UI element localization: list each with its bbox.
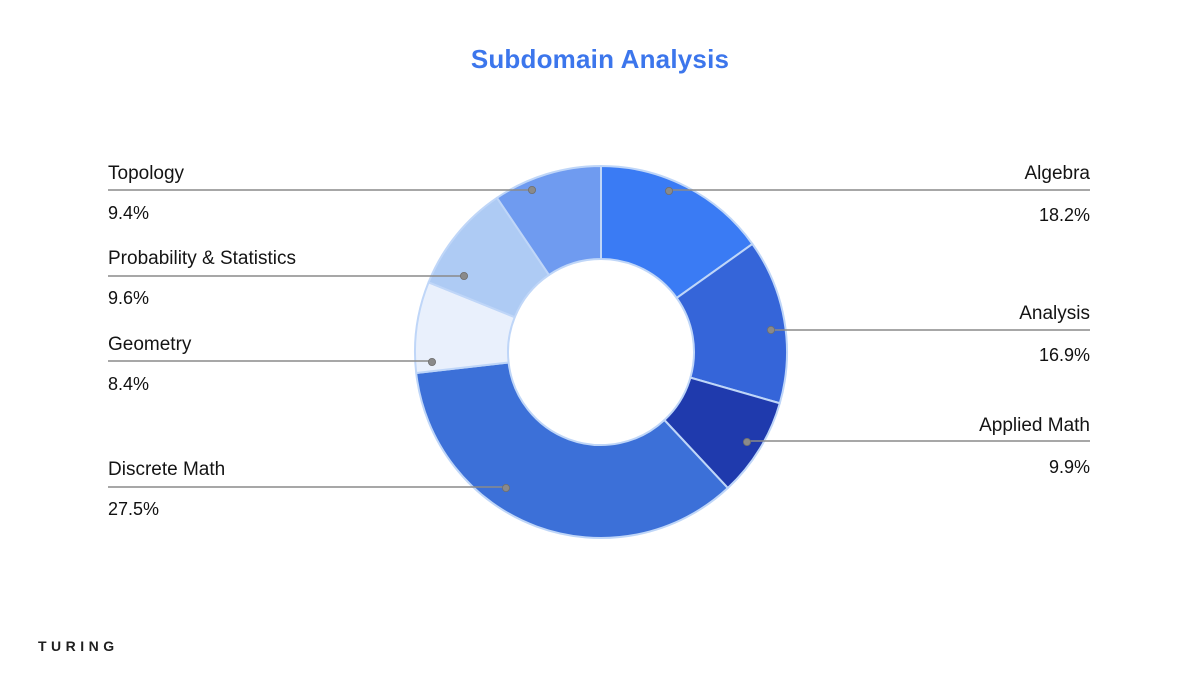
callout-analysis: Analysis 16.9% xyxy=(790,302,1090,367)
leader-dot xyxy=(501,483,510,492)
slice-label-probability-statistics: Probability & Statistics xyxy=(108,248,296,269)
slice-percent-algebra: 18.2% xyxy=(1038,205,1090,225)
slice-percent-applied-math: 9.9% xyxy=(1048,457,1090,477)
slice-percent-analysis: 16.9% xyxy=(1038,345,1090,365)
slice-percent-topology: 9.4% xyxy=(108,203,150,223)
leader-dot xyxy=(743,437,752,446)
leader-dot xyxy=(459,271,468,280)
slice-label-discrete-math: Discrete Math xyxy=(108,459,226,480)
slice-label-geometry: Geometry xyxy=(108,334,192,355)
slice-label-applied-math: Applied Math xyxy=(979,415,1090,436)
chart-title: Subdomain Analysis xyxy=(470,44,730,74)
slice-label-topology: Topology xyxy=(108,163,185,184)
leader-dot xyxy=(665,186,674,195)
slice-percent-probability-statistics: 9.6% xyxy=(108,288,150,308)
callout-algebra: Algebra 18.2% xyxy=(790,162,1091,227)
slice-label-algebra: Algebra xyxy=(1024,163,1091,184)
callout-applied-math: Applied Math 9.9% xyxy=(790,414,1090,479)
turing-logo: TURING xyxy=(38,638,119,654)
slice-percent-geometry: 8.4% xyxy=(108,374,150,394)
slice-percent-discrete-math: 27.5% xyxy=(108,499,160,519)
callout-probability-statistics: Probability & Statistics 9.6% xyxy=(108,247,428,310)
callout-discrete-math: Discrete Math 27.5% xyxy=(108,458,408,521)
leader-dot xyxy=(427,357,436,366)
leader-dot xyxy=(528,185,537,194)
slice-topology[interactable] xyxy=(495,165,602,276)
callout-topology: Topology 9.4% xyxy=(108,162,408,225)
slice-label-analysis: Analysis xyxy=(1019,303,1090,324)
callout-geometry: Geometry 8.4% xyxy=(108,333,408,396)
leader-dot xyxy=(767,325,776,334)
slice-discrete-math[interactable] xyxy=(415,361,729,539)
